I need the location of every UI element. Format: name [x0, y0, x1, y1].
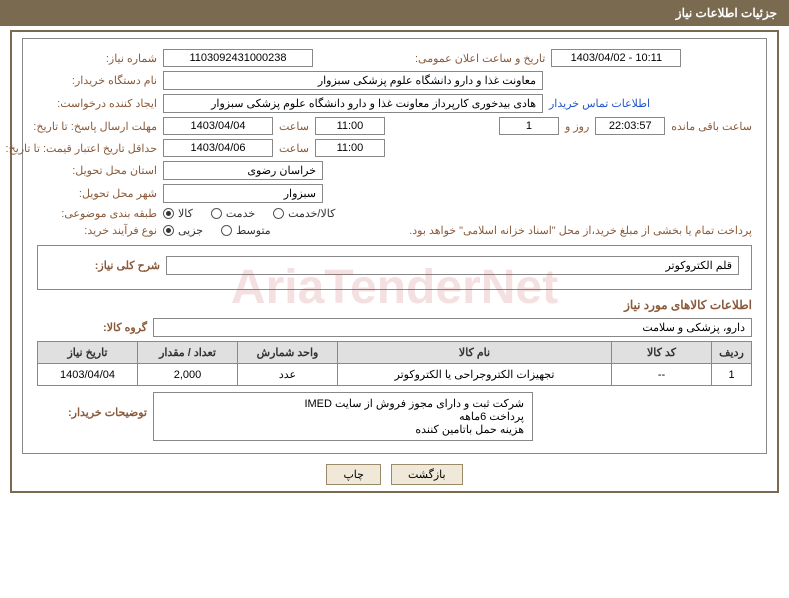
page-header: جزئیات اطلاعات نیاز	[0, 0, 789, 26]
outer-frame: شماره نیاز: 1103092431000238 تاریخ و ساع…	[10, 30, 779, 493]
remain-time-value: 22:03:57	[595, 117, 665, 135]
city-value: سبزوار	[163, 184, 323, 203]
inner-frame: شماره نیاز: 1103092431000238 تاریخ و ساع…	[22, 38, 767, 454]
th-unit: واحد شمارش	[238, 342, 338, 364]
deadline-hour-value: 11:00	[315, 117, 385, 135]
th-date: تاریخ نیاز	[38, 342, 138, 364]
th-name: نام کالا	[338, 342, 612, 364]
main-desc-frame: شرح کلی نیاز: قلم الکتروکوتر	[37, 245, 752, 290]
announce-date-label: تاریخ و ساعت اعلان عمومی:	[415, 52, 545, 65]
payment-note: پرداخت تمام یا بخشی از مبلغ خرید،از محل …	[409, 224, 752, 237]
radio-both-label: کالا/خدمت	[288, 207, 335, 220]
td-name: تجهیزات الکتروجراحی یا الکتروکوتر	[338, 364, 612, 386]
purchase-type-radio-group: جزیی متوسط	[163, 224, 271, 237]
deadline-label: مهلت ارسال پاسخ: تا تاریخ:	[37, 120, 157, 133]
remain-suffix: ساعت باقی مانده	[671, 120, 752, 133]
validity-label: حداقل تاریخ اعتبار قیمت: تا تاریخ:	[37, 142, 157, 155]
buyer-notes-line3: هزینه حمل باتامین کننده	[162, 423, 524, 436]
row-need-number: شماره نیاز: 1103092431000238 تاریخ و ساع…	[37, 49, 752, 67]
radio-service-label: خدمت	[226, 207, 255, 220]
radio-goods-label: کالا	[178, 207, 193, 220]
need-number-value: 1103092431000238	[163, 49, 313, 67]
hour-label-2: ساعت	[279, 142, 309, 155]
need-number-label: شماره نیاز:	[37, 52, 157, 65]
province-label: استان محل تحویل:	[37, 164, 157, 177]
contact-buyer-link[interactable]: اطلاعات تماس خریدار	[549, 97, 650, 110]
remain-days-value: 1	[499, 117, 559, 135]
th-row: ردیف	[712, 342, 752, 364]
buyer-org-value: معاونت غذا و دارو دانشگاه علوم پزشکی سبز…	[163, 71, 543, 90]
row-main-desc: شرح کلی نیاز: قلم الکتروکوتر	[50, 256, 739, 275]
row-buyer-org: نام دستگاه خریدار: معاونت غذا و دارو دان…	[37, 71, 752, 90]
radio-medium[interactable]: متوسط	[221, 224, 271, 237]
buyer-notes-label: توضیحات خریدار:	[37, 392, 147, 419]
row-city: شهر محل تحویل: سبزوار	[37, 184, 752, 203]
row-purchase-type: نوع فرآیند خرید: جزیی متوسط پرداخت تمام …	[37, 224, 752, 237]
buyer-notes-box: شرکت ثبت و دارای مجوز فروش از سایت IMED …	[153, 392, 533, 441]
goods-table: ردیف کد کالا نام کالا واحد شمارش تعداد /…	[37, 341, 752, 386]
td-unit: عدد	[238, 364, 338, 386]
radio-both[interactable]: کالا/خدمت	[273, 207, 335, 220]
table-row: 1 -- تجهیزات الکتروجراحی یا الکتروکوتر ع…	[38, 364, 752, 386]
purchase-type-label: نوع فرآیند خرید:	[37, 224, 157, 237]
row-category: طبقه بندی موضوعی: کالا خدمت کالا/خدمت	[37, 207, 752, 220]
row-requester: ایجاد کننده درخواست: هادی بیدخوری کارپرد…	[37, 94, 752, 113]
requester-value: هادی بیدخوری کارپرداز معاونت غذا و دارو …	[163, 94, 543, 113]
th-qty: تعداد / مقدار	[138, 342, 238, 364]
main-desc-label: شرح کلی نیاز:	[50, 259, 160, 272]
row-validity: حداقل تاریخ اعتبار قیمت: تا تاریخ: 1403/…	[37, 139, 752, 157]
goods-group-value: دارو، پزشکی و سلامت	[153, 318, 752, 337]
radio-service[interactable]: خدمت	[211, 207, 255, 220]
announce-date-value: 1403/04/02 - 10:11	[551, 49, 681, 67]
deadline-date-value: 1403/04/04	[163, 117, 273, 135]
main-desc-value: قلم الکتروکوتر	[166, 256, 739, 275]
buyer-notes-line1: شرکت ثبت و دارای مجوز فروش از سایت IMED	[162, 397, 524, 410]
row-deadline: مهلت ارسال پاسخ: تا تاریخ: 1403/04/04 سا…	[37, 117, 752, 135]
requester-label: ایجاد کننده درخواست:	[37, 97, 157, 110]
back-button[interactable]: بازگشت	[391, 464, 463, 485]
td-code: --	[612, 364, 712, 386]
hour-label-1: ساعت	[279, 120, 309, 133]
row-buyer-notes: توضیحات خریدار: شرکت ثبت و دارای مجوز فر…	[37, 392, 752, 441]
radio-minor[interactable]: جزیی	[163, 224, 203, 237]
td-idx: 1	[712, 364, 752, 386]
section-title-goods: اطلاعات کالاهای مورد نیاز	[37, 298, 752, 312]
row-province: استان محل تحویل: خراسان رضوی	[37, 161, 752, 180]
radio-goods[interactable]: کالا	[163, 207, 193, 220]
table-header-row: ردیف کد کالا نام کالا واحد شمارش تعداد /…	[38, 342, 752, 364]
city-label: شهر محل تحویل:	[37, 187, 157, 200]
th-code: کد کالا	[612, 342, 712, 364]
validity-hour-value: 11:00	[315, 139, 385, 157]
radio-minor-label: جزیی	[178, 224, 203, 237]
validity-date-value: 1403/04/06	[163, 139, 273, 157]
category-label: طبقه بندی موضوعی:	[37, 207, 157, 220]
buyer-org-label: نام دستگاه خریدار:	[37, 74, 157, 87]
day-and-label: روز و	[565, 120, 589, 133]
province-value: خراسان رضوی	[163, 161, 323, 180]
buyer-notes-line2: پرداخت 6ماهه	[162, 410, 524, 423]
button-row: چاپ بازگشت	[22, 464, 767, 485]
page-title: جزئیات اطلاعات نیاز	[676, 6, 777, 20]
radio-medium-label: متوسط	[236, 224, 271, 237]
goods-group-label: گروه کالا:	[37, 321, 147, 334]
print-button[interactable]: چاپ	[326, 464, 381, 485]
td-date: 1403/04/04	[38, 364, 138, 386]
category-radio-group: کالا خدمت کالا/خدمت	[163, 207, 335, 220]
row-goods-group: گروه کالا: دارو، پزشکی و سلامت	[37, 318, 752, 337]
td-qty: 2,000	[138, 364, 238, 386]
